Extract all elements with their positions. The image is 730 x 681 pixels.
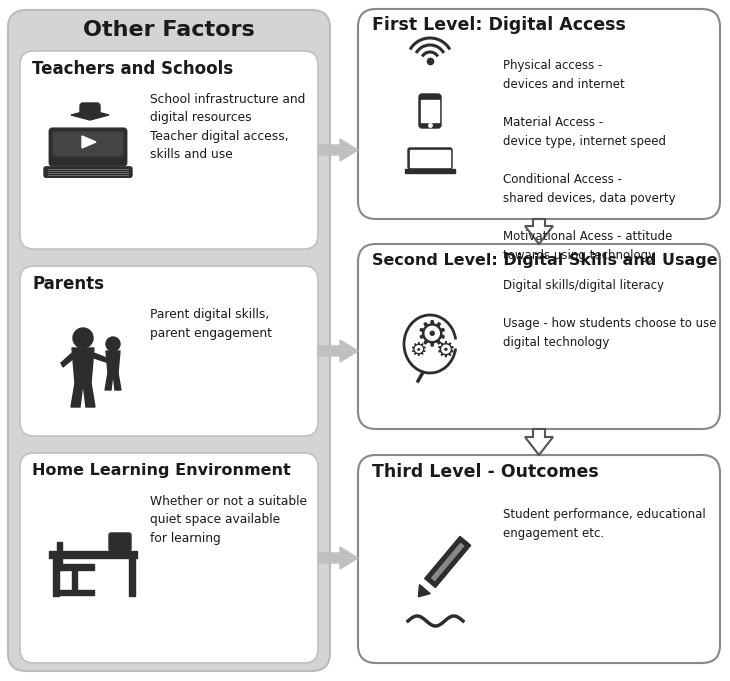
Text: Teachers and Schools: Teachers and Schools	[32, 60, 233, 78]
Bar	[421, 100, 439, 122]
Polygon shape	[431, 543, 464, 580]
Polygon shape	[94, 353, 109, 363]
Polygon shape	[425, 537, 471, 588]
FancyBboxPatch shape	[53, 132, 123, 156]
Bar	[405, 169, 455, 173]
Text: Whether or not a suitable
quiet space available
for learning: Whether or not a suitable quiet space av…	[150, 495, 307, 545]
FancyBboxPatch shape	[358, 9, 720, 219]
FancyBboxPatch shape	[358, 244, 720, 429]
Polygon shape	[418, 584, 430, 597]
Polygon shape	[71, 110, 109, 120]
Text: School infrastructure and
digital resources
Teacher digital access,
skills and u: School infrastructure and digital resour…	[150, 93, 305, 161]
Polygon shape	[525, 219, 553, 244]
Polygon shape	[106, 351, 120, 373]
Bar	[49, 551, 137, 558]
Bar	[60, 590, 94, 595]
Bar	[60, 564, 94, 570]
Text: Other Factors: Other Factors	[83, 20, 255, 40]
Bar	[53, 558, 59, 596]
Circle shape	[73, 328, 93, 348]
Text: Parents: Parents	[32, 275, 104, 293]
FancyBboxPatch shape	[8, 10, 330, 671]
FancyBboxPatch shape	[20, 453, 318, 663]
Polygon shape	[318, 547, 358, 569]
FancyBboxPatch shape	[80, 103, 100, 117]
FancyBboxPatch shape	[20, 266, 318, 436]
Text: Home Learning Environment: Home Learning Environment	[32, 464, 291, 479]
FancyBboxPatch shape	[358, 455, 720, 663]
Text: Third Level - Outcomes: Third Level - Outcomes	[372, 463, 599, 481]
Circle shape	[106, 337, 120, 351]
Text: Second Level: Digital Skills and Usage: Second Level: Digital Skills and Usage	[372, 253, 718, 268]
FancyBboxPatch shape	[419, 94, 441, 128]
Bar	[129, 558, 135, 596]
Polygon shape	[83, 383, 95, 407]
Polygon shape	[61, 353, 74, 367]
Text: First Level: Digital Access: First Level: Digital Access	[372, 16, 626, 34]
Text: ⚙: ⚙	[410, 341, 427, 360]
Text: Digital skills/digital literacy

Usage - how students choose to use
digital tech: Digital skills/digital literacy Usage - …	[503, 279, 717, 349]
Polygon shape	[113, 373, 121, 390]
Bar	[117, 551, 122, 557]
Polygon shape	[71, 383, 83, 407]
Polygon shape	[318, 340, 358, 362]
FancyBboxPatch shape	[109, 533, 131, 551]
FancyBboxPatch shape	[408, 148, 452, 169]
Polygon shape	[525, 429, 553, 455]
Bar	[72, 570, 77, 590]
FancyBboxPatch shape	[20, 51, 318, 249]
Text: Physical access -
devices and internet

Material Access -
device type, internet : Physical access - devices and internet M…	[503, 59, 676, 262]
Polygon shape	[318, 139, 358, 161]
Text: Parent digital skills,
parent engagement: Parent digital skills, parent engagement	[150, 308, 272, 340]
Text: ⚙: ⚙	[436, 341, 456, 361]
Bar	[410, 150, 450, 167]
Polygon shape	[105, 373, 113, 390]
FancyBboxPatch shape	[50, 128, 127, 166]
Text: Student performance, educational
engagement etc.: Student performance, educational engagem…	[503, 508, 706, 540]
Polygon shape	[72, 348, 94, 383]
FancyBboxPatch shape	[44, 167, 132, 177]
Text: ⚙: ⚙	[416, 318, 448, 352]
Bar	[57, 542, 62, 570]
Polygon shape	[82, 136, 96, 148]
